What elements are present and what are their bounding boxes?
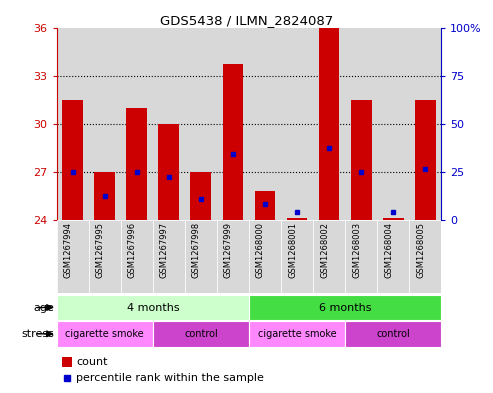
Bar <box>249 321 345 347</box>
Text: percentile rank within the sample: percentile rank within the sample <box>76 373 264 383</box>
Bar <box>89 220 121 293</box>
Bar <box>345 220 377 293</box>
Bar <box>415 100 436 220</box>
Bar <box>254 191 276 220</box>
Text: GDS5438 / ILMN_2824087: GDS5438 / ILMN_2824087 <box>160 14 333 27</box>
Text: GSM1267995: GSM1267995 <box>96 222 105 278</box>
Text: control: control <box>184 329 218 339</box>
Bar <box>383 219 404 220</box>
Text: GSM1267999: GSM1267999 <box>224 222 233 278</box>
Bar <box>222 64 244 220</box>
Bar <box>351 100 372 220</box>
Bar <box>89 28 121 220</box>
Text: GSM1267998: GSM1267998 <box>192 222 201 278</box>
Bar <box>126 108 147 220</box>
Bar <box>121 28 153 220</box>
Bar <box>281 28 313 220</box>
Bar <box>377 220 409 293</box>
Text: cigarette smoke: cigarette smoke <box>258 329 336 339</box>
Bar <box>153 28 185 220</box>
Text: GSM1268002: GSM1268002 <box>320 222 329 278</box>
Text: GSM1268005: GSM1268005 <box>416 222 425 278</box>
Bar <box>313 28 345 220</box>
Text: GSM1268004: GSM1268004 <box>384 222 393 278</box>
Text: age: age <box>34 303 54 312</box>
Bar <box>153 220 185 293</box>
Text: GSM1267994: GSM1267994 <box>64 222 73 278</box>
Bar <box>57 220 89 293</box>
Bar <box>185 28 217 220</box>
Bar <box>409 220 441 293</box>
Bar <box>153 321 249 347</box>
Bar <box>94 172 115 220</box>
Bar <box>313 220 345 293</box>
Bar <box>249 295 441 320</box>
Bar <box>57 28 89 220</box>
Bar <box>57 321 153 347</box>
Bar <box>281 220 313 293</box>
Bar <box>409 28 441 220</box>
Bar <box>318 28 340 220</box>
Text: stress: stress <box>21 329 54 339</box>
Bar <box>377 28 409 220</box>
Bar <box>62 357 72 367</box>
Bar <box>217 220 249 293</box>
Text: 6 months: 6 months <box>319 303 371 312</box>
Text: GSM1268003: GSM1268003 <box>352 222 361 278</box>
Bar <box>190 172 211 220</box>
Bar <box>249 28 281 220</box>
Text: GSM1267996: GSM1267996 <box>128 222 137 278</box>
Bar <box>345 28 377 220</box>
Bar <box>57 295 249 320</box>
Bar <box>217 28 249 220</box>
Bar <box>185 220 217 293</box>
Bar <box>62 100 83 220</box>
Bar <box>345 321 441 347</box>
Text: cigarette smoke: cigarette smoke <box>66 329 144 339</box>
Text: control: control <box>376 329 410 339</box>
Bar <box>249 220 281 293</box>
Bar <box>286 219 308 220</box>
Text: GSM1268001: GSM1268001 <box>288 222 297 278</box>
Bar <box>158 124 179 220</box>
Text: 4 months: 4 months <box>127 303 179 312</box>
Bar <box>121 220 153 293</box>
Text: GSM1268000: GSM1268000 <box>256 222 265 278</box>
Text: count: count <box>76 357 107 367</box>
Text: GSM1267997: GSM1267997 <box>160 222 169 278</box>
